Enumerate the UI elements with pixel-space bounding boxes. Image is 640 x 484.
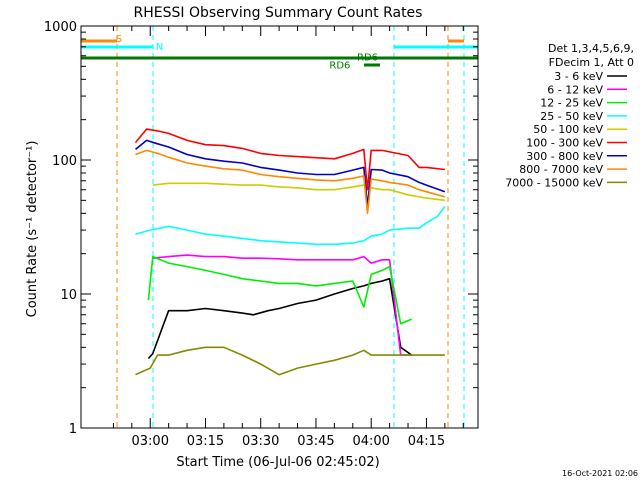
series-line-2 (147, 255, 413, 325)
series-line-5 (134, 128, 445, 191)
x-tick-label: 03:45 (297, 434, 334, 449)
legend-entry: 7000 - 15000 keV (505, 176, 603, 189)
series-line-6 (134, 139, 446, 208)
series-line-8 (135, 346, 445, 376)
annotation-layer: S N RD6 RD6 (116, 34, 378, 72)
legend-entry: 50 - 100 keV (533, 123, 603, 136)
x-tick-label: 03:00 (132, 434, 169, 449)
legend-entry: 3 - 6 keV (554, 70, 603, 83)
series-line-0 (147, 277, 413, 360)
y-axis-label: Count Rate (s⁻¹ detector⁻¹) (25, 141, 40, 318)
legend-entry: 12 - 25 keV (540, 97, 603, 110)
timestamp: 16-Oct-2021 02:06 (562, 469, 638, 478)
x-axis-label: Start Time (06-Jul-06 02:45:02) (176, 455, 379, 470)
y-tick-label: 100 (52, 154, 77, 169)
x-tick-label: 03:30 (242, 434, 279, 449)
legend-entry: 800 - 7000 keV (519, 163, 603, 176)
plot-frame (80, 25, 479, 429)
y-tick-label: 1 (69, 422, 77, 437)
legend-entry: 25 - 50 keV (540, 110, 603, 123)
y-tick-label: 10 (60, 288, 77, 303)
x-tick-label: 04:00 (352, 434, 389, 449)
plot-axes: 1 10 100 1000 03:00 03:15 03:30 03:45 04:00 04:15 (44, 20, 479, 449)
chart-title: RHESSI Observing Summary Count Rates (134, 5, 423, 21)
legend-header-detectors: Det 1,3,4,5,6,9, (548, 42, 634, 55)
attenuator-state-lines (81, 26, 478, 428)
series-line-1 (152, 254, 412, 356)
state-label: N (156, 42, 163, 53)
series-layer (134, 128, 446, 376)
series-line-3 (135, 206, 446, 246)
x-tick-label: 04:15 (408, 434, 445, 449)
series-line-7 (135, 149, 446, 215)
legend-entry: 300 - 800 keV (526, 150, 603, 163)
y-tick-label: 1000 (44, 20, 77, 35)
legend-header-decimation: FDecim 1, Att 0 (549, 56, 634, 69)
state-label: RD6 (357, 52, 378, 63)
series-line-4 (152, 182, 445, 202)
state-label: RD6 (329, 61, 350, 72)
legend-entry: 100 - 300 keV (526, 137, 603, 150)
x-tick-label: 03:15 (187, 434, 224, 449)
legend-entry: 6 - 12 keV (547, 83, 603, 96)
state-label: S (116, 34, 122, 45)
